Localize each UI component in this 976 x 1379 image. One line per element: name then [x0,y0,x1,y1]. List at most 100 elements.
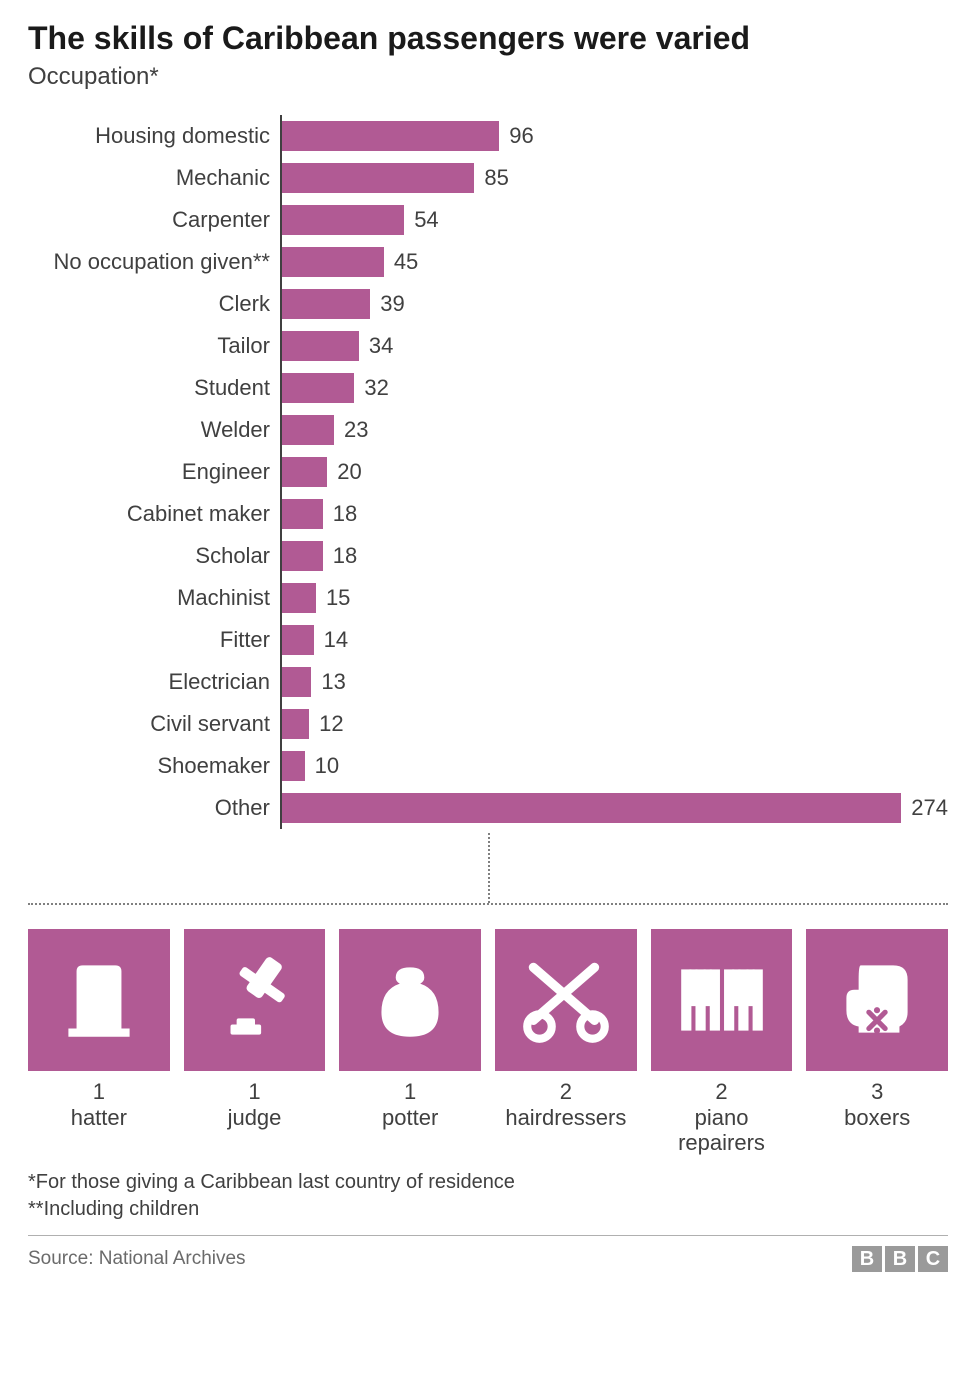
bbc-logo-letter: C [918,1246,948,1272]
gavel-icon [184,929,326,1071]
icon-count: 1 [248,1079,260,1105]
footnote: *For those giving a Caribbean last count… [28,1169,948,1196]
bar-label: Other [28,795,280,821]
bar-label: Housing domestic [28,123,280,149]
icon-label: potter [382,1105,438,1130]
hat-icon [28,929,170,1071]
bar-label: No occupation given** [28,249,280,275]
bar-value: 96 [499,123,533,149]
bar [282,247,384,277]
bar [282,709,309,739]
bar-value: 18 [323,543,357,569]
bar-row: Carpenter 54 [28,199,948,241]
source-text: Source: National Archives [28,1248,246,1270]
bar [282,205,404,235]
bar-label: Mechanic [28,165,280,191]
piano-icon [651,929,793,1071]
bar-row: Clerk 39 [28,283,948,325]
icon-label: hatter [71,1105,127,1130]
bar-label: Tailor [28,333,280,359]
bar [282,541,323,571]
bar-value: 85 [474,165,508,191]
bar-row: Electrician 13 [28,661,948,703]
bbc-logo-letter: B [885,1246,915,1272]
bar-row: Student 32 [28,367,948,409]
icon-card: 2pianorepairers [651,929,793,1155]
icon-label: judge [228,1105,282,1130]
icon-label: boxers [844,1105,910,1130]
icon-count: 2 [560,1079,572,1105]
bar-label: Carpenter [28,207,280,233]
bar [282,121,499,151]
chart-subtitle: Occupation* [28,63,948,91]
bar-row: Mechanic 85 [28,157,948,199]
bar-label: Student [28,375,280,401]
icon-label: pianorepairers [678,1105,765,1156]
bar-label: Electrician [28,669,280,695]
bar-value: 23 [334,417,368,443]
bar-label: Engineer [28,459,280,485]
footnotes: *For those giving a Caribbean last count… [28,1169,948,1223]
bar [282,625,314,655]
bar-value: 14 [314,627,348,653]
bar-label: Machinist [28,585,280,611]
bar-label: Scholar [28,543,280,569]
connector-lines [28,833,948,923]
bar-label: Cabinet maker [28,501,280,527]
bar-value: 20 [327,459,361,485]
bar-row: Fitter 14 [28,619,948,661]
bar-value: 39 [370,291,404,317]
bar-row: Housing domestic 96 [28,115,948,157]
bar [282,163,474,193]
bar-row: Civil servant 12 [28,703,948,745]
bar [282,331,359,361]
bar [282,499,323,529]
icon-count: 2 [715,1079,727,1105]
bar-label: Fitter [28,627,280,653]
bbc-logo: BBC [852,1246,948,1272]
bar [282,583,316,613]
bar [282,289,370,319]
bar-value: 13 [311,669,345,695]
bar-row: Shoemaker 10 [28,745,948,787]
bar-value: 54 [404,207,438,233]
icon-count: 3 [871,1079,883,1105]
bbc-logo-letter: B [852,1246,882,1272]
bar-label: Shoemaker [28,753,280,779]
bar-value: 12 [309,711,343,737]
chart-title: The skills of Caribbean passengers were … [28,20,948,57]
bar-row: Tailor 34 [28,325,948,367]
bar-label: Welder [28,417,280,443]
bar-value: 274 [901,795,948,821]
icon-count: 1 [404,1079,416,1105]
footnote: **Including children [28,1196,948,1223]
icon-label: hairdressers [505,1105,626,1130]
bar-row: Other 274 [28,787,948,829]
bar-row: No occupation given** 45 [28,241,948,283]
icon-card: 1hatter [28,929,170,1155]
icon-count: 1 [93,1079,105,1105]
bar-row: Engineer 20 [28,451,948,493]
bar [282,415,334,445]
footer: Source: National Archives BBC [28,1235,948,1272]
icon-callouts-row: 1hatter1judge1potter2hairdressers2pianor… [28,929,948,1155]
bar-row: Machinist 15 [28,577,948,619]
bar [282,667,311,697]
bar-value: 18 [323,501,357,527]
scissors-icon [495,929,637,1071]
bar-value: 10 [305,753,339,779]
bar-value: 45 [384,249,418,275]
bar-row: Welder 23 [28,409,948,451]
bar-label: Clerk [28,291,280,317]
bar [282,373,354,403]
icon-card: 1judge [184,929,326,1155]
glove-icon [806,929,948,1071]
bar-row: Scholar 18 [28,535,948,577]
bar-value: 34 [359,333,393,359]
bar-value: 32 [354,375,388,401]
bar [282,793,901,823]
bar-value: 15 [316,585,350,611]
icon-card: 2hairdressers [495,929,637,1155]
bar [282,457,327,487]
bar-label: Civil servant [28,711,280,737]
